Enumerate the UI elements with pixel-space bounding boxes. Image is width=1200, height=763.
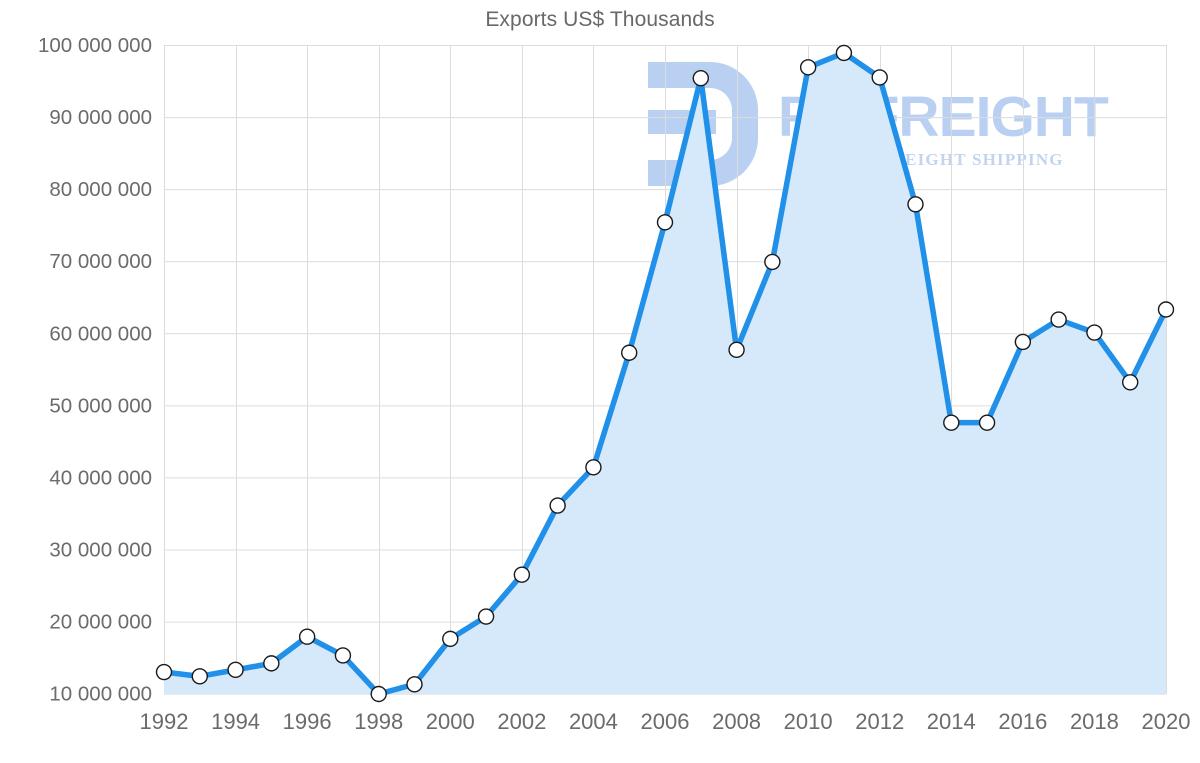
x-axis-tick-label: 1996 bbox=[283, 709, 332, 734]
y-axis-tick-label: 10 000 000 bbox=[49, 683, 152, 706]
y-axis-tick-label: 20 000 000 bbox=[49, 611, 152, 634]
data-point-marker[interactable] bbox=[442, 630, 459, 648]
data-point-marker[interactable] bbox=[263, 655, 280, 672]
y-axis-tick-label: 80 000 000 bbox=[49, 178, 152, 201]
x-axis-tick-label: 1994 bbox=[211, 709, 260, 734]
chart-title: Exports US$ Thousands bbox=[485, 8, 715, 31]
data-point-marker[interactable] bbox=[191, 668, 208, 685]
data-point-marker[interactable] bbox=[1122, 374, 1139, 391]
data-point-marker[interactable] bbox=[835, 44, 853, 62]
data-point-marker[interactable] bbox=[621, 344, 638, 361]
x-axis-tick-label: 1992 bbox=[140, 709, 189, 734]
y-axis-tick-label: 40 000 000 bbox=[49, 466, 152, 489]
data-point-marker[interactable] bbox=[227, 661, 244, 679]
data-point-marker[interactable] bbox=[334, 647, 352, 664]
x-axis-tick-label: 2008 bbox=[712, 709, 761, 734]
data-point-marker[interactable] bbox=[656, 214, 674, 231]
data-markers[interactable] bbox=[155, 44, 1175, 703]
x-axis-tick-label: 2006 bbox=[641, 709, 690, 734]
x-axis-tick-label: 2012 bbox=[855, 709, 904, 734]
x-axis-tick-label: 2018 bbox=[1070, 709, 1119, 734]
data-point-marker[interactable] bbox=[1086, 324, 1103, 341]
data-point-marker[interactable] bbox=[1050, 311, 1067, 328]
x-axis-tick-label: 2016 bbox=[998, 709, 1047, 734]
data-point-marker[interactable] bbox=[1157, 301, 1175, 318]
data-point-marker[interactable] bbox=[370, 685, 387, 703]
data-point-marker[interactable] bbox=[871, 69, 888, 86]
data-point-marker[interactable] bbox=[943, 414, 960, 431]
data-point-marker[interactable] bbox=[585, 459, 602, 476]
data-point-marker[interactable] bbox=[298, 628, 316, 645]
y-axis-tick-label: 60 000 000 bbox=[49, 322, 152, 345]
data-point-marker[interactable] bbox=[692, 69, 709, 87]
data-point-marker[interactable] bbox=[406, 676, 423, 693]
data-point-marker[interactable] bbox=[978, 414, 996, 431]
data-point-marker[interactable] bbox=[728, 341, 745, 359]
y-axis-tick-label: 100 000 000 bbox=[38, 34, 152, 57]
y-axis-tick-label: 50 000 000 bbox=[49, 394, 152, 417]
x-axis-tick-label: 2002 bbox=[497, 709, 546, 734]
x-axis-tick-label: 2010 bbox=[784, 709, 833, 734]
data-point-marker[interactable] bbox=[477, 608, 495, 625]
data-point-marker[interactable] bbox=[549, 497, 566, 514]
y-axis-tick-label: 70 000 000 bbox=[49, 250, 152, 273]
y-axis-labels: 10 000 000 20 000 000 30 000 000 40 000 000… bbox=[38, 34, 152, 706]
x-axis-tick-label: 2000 bbox=[426, 709, 475, 734]
y-axis-tick-label: 30 000 000 bbox=[49, 538, 152, 561]
data-point-marker[interactable] bbox=[907, 196, 924, 213]
data-point-marker[interactable] bbox=[799, 59, 817, 76]
data-point-marker[interactable] bbox=[1014, 333, 1032, 351]
y-axis-tick-label: 90 000 000 bbox=[49, 106, 152, 129]
x-axis-tick-label: 2004 bbox=[569, 709, 618, 734]
data-point-marker[interactable] bbox=[155, 663, 173, 681]
x-axis-tick-label: 2014 bbox=[927, 709, 976, 734]
data-point-marker[interactable] bbox=[764, 253, 781, 271]
x-axis-tick-label: 2020 bbox=[1142, 709, 1191, 734]
x-axis-tick-label: 1998 bbox=[354, 709, 403, 734]
data-point-marker[interactable] bbox=[513, 566, 531, 583]
x-axis-labels: 1992 1994 1996 1998 2000 2002 2004 2006 2008 2010… bbox=[140, 709, 1191, 734]
